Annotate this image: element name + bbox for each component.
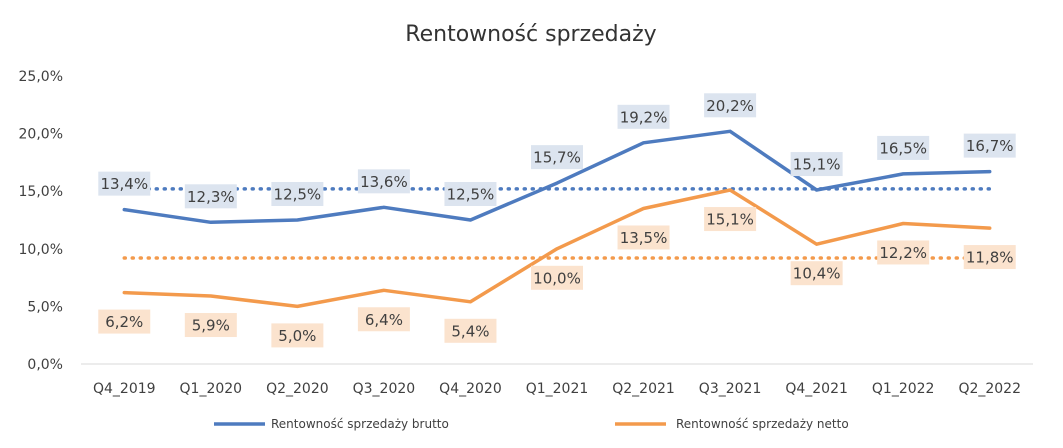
data-label-text: 12,2% <box>879 244 927 262</box>
data-label-box <box>357 307 410 332</box>
data-label-series-2: 10,4% <box>790 261 843 286</box>
legend-item-series-1: Rentowność sprzedaży brutto <box>214 417 449 431</box>
y-tick-label: 0,0% <box>27 357 63 373</box>
series-line-2 <box>122 188 992 309</box>
data-label-text: 16,5% <box>879 139 927 157</box>
data-label-text: 12,5% <box>274 186 322 204</box>
data-label-series-2: 10,0% <box>531 265 583 290</box>
data-label-text: 16,7% <box>966 137 1014 155</box>
data-label-series-1: 19,2% <box>617 104 670 129</box>
legend: Rentowność sprzedaży brutto Rentowność sp… <box>214 417 849 431</box>
data-label-series-2: 5,0% <box>271 323 324 348</box>
x-axis-ticks: Q4_2019 Q1_2020 Q2_2020 Q3_2020 Q4_2020 Q1_20… <box>93 381 1021 397</box>
data-label-series-2: 6,4% <box>357 307 410 332</box>
data-label-series-1: 15,7% <box>531 145 583 170</box>
x-tick-label: Q2_2020 <box>266 381 329 397</box>
data-labels: 13,4% 12,3% 12,5% 13,6% 12,5% 15,7% 19,2% 20,2%… <box>98 93 1016 348</box>
chart-title: Rentowność sprzedaży <box>405 22 656 47</box>
data-label-box <box>790 152 843 177</box>
data-label-series-2: 5,9% <box>184 313 237 338</box>
data-label-box <box>184 313 237 338</box>
x-tick-label: Q2_2021 <box>612 381 675 397</box>
data-label-text: 13,5% <box>620 229 668 247</box>
x-tick-label: Q3_2020 <box>353 381 416 397</box>
data-label-series-1: 12,3% <box>184 184 237 209</box>
data-label-text: 6,2% <box>105 313 143 331</box>
data-label-series-1: 20,2% <box>704 93 757 118</box>
data-label-box <box>271 182 324 206</box>
y-tick-label: 10,0% <box>19 242 63 258</box>
data-label-series-1: 13,4% <box>98 171 151 196</box>
data-label-box <box>531 145 583 170</box>
average-lines <box>122 187 992 260</box>
y-tick-label: 5,0% <box>27 299 63 315</box>
data-label-box <box>704 93 757 118</box>
data-label-box <box>877 135 930 160</box>
data-label-text: 6,4% <box>365 311 403 329</box>
data-label-text: 13,6% <box>360 173 408 191</box>
data-label-text: 15,7% <box>533 149 581 167</box>
data-label-series-2: 12,2% <box>877 240 930 265</box>
data-label-box <box>704 207 757 232</box>
y-tick-label: 15,0% <box>19 184 63 200</box>
data-label-series-1: 13,6% <box>357 169 410 194</box>
data-label-text: 15,1% <box>706 211 754 229</box>
data-label-box <box>963 133 1016 158</box>
data-label-text: 20,2% <box>706 97 754 115</box>
x-tick-label: Q2_2022 <box>958 381 1021 397</box>
data-label-text: 10,0% <box>533 269 581 287</box>
data-label-box <box>98 171 151 196</box>
data-label-box <box>617 104 670 129</box>
data-label-text: 13,4% <box>100 175 148 193</box>
data-label-box <box>963 245 1016 270</box>
legend-item-series-2: Rentowność sprzedaży netto <box>615 417 849 431</box>
data-label-box <box>444 318 497 343</box>
legend-label: Rentowność sprzedaży netto <box>676 417 849 431</box>
data-label-box <box>531 265 583 290</box>
data-label-text: 5,4% <box>451 322 489 340</box>
data-label-text: 15,1% <box>793 156 841 174</box>
data-label-series-1: 16,5% <box>877 135 930 160</box>
y-axis-ticks: 0,0% 5,0% 10,0% 15,0% 20,0% 25,0% <box>19 69 63 373</box>
data-label-box <box>617 225 670 250</box>
x-tick-label: Q4_2021 <box>785 381 848 397</box>
data-label-series-1: 12,5% <box>271 182 324 206</box>
data-label-series-2: 5,4% <box>444 318 497 343</box>
x-tick-label: Q1_2021 <box>526 381 589 397</box>
y-tick-label: 20,0% <box>19 127 63 143</box>
data-label-text: 10,4% <box>793 265 841 283</box>
data-label-text: 12,5% <box>447 186 495 204</box>
data-label-series-1: 12,5% <box>444 182 497 206</box>
x-tick-label: Q4_2020 <box>439 381 502 397</box>
data-label-box <box>444 182 497 206</box>
x-tick-label: Q1_2020 <box>180 381 243 397</box>
x-tick-label: Q4_2019 <box>93 381 156 397</box>
y-tick-label: 25,0% <box>19 69 63 85</box>
data-label-text: 12,3% <box>187 188 235 206</box>
data-label-box <box>184 184 237 209</box>
data-label-series-2: 6,2% <box>98 309 151 334</box>
series-line-1 <box>122 129 992 225</box>
data-label-series-2: 15,1% <box>704 207 757 232</box>
data-label-series-2: 11,8% <box>963 245 1016 270</box>
data-label-box <box>790 261 843 286</box>
data-label-series-1: 15,1% <box>790 152 843 177</box>
data-label-box <box>877 240 930 265</box>
x-tick-label: Q1_2022 <box>872 381 935 397</box>
legend-label: Rentowność sprzedaży brutto <box>271 417 449 431</box>
data-label-box <box>357 169 410 194</box>
series-lines <box>122 129 992 309</box>
data-label-series-1: 16,7% <box>963 133 1016 158</box>
data-label-series-2: 13,5% <box>617 225 670 250</box>
data-label-text: 11,8% <box>966 249 1014 267</box>
data-label-text: 5,0% <box>278 327 316 345</box>
data-label-text: 5,9% <box>192 317 230 335</box>
x-tick-label: Q3_2021 <box>699 381 762 397</box>
data-label-box <box>98 309 151 334</box>
data-label-box <box>271 323 324 348</box>
data-label-text: 19,2% <box>620 108 668 126</box>
